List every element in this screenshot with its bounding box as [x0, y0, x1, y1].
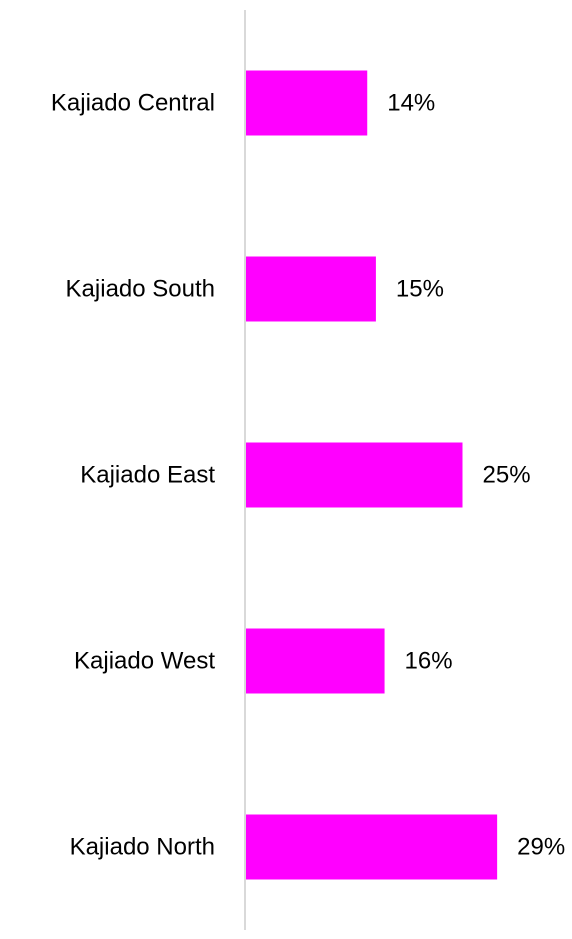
bar	[246, 814, 498, 880]
data-label: 29%	[517, 833, 565, 860]
category-label: Kajiado Central	[51, 89, 215, 116]
data-label: 25%	[483, 461, 531, 488]
category-label: Kajiado North	[70, 833, 215, 860]
category-label: Kajiado South	[66, 275, 215, 302]
bar	[246, 628, 385, 694]
bar	[246, 256, 376, 322]
category-label: Kajiado East	[80, 461, 215, 488]
bar	[246, 70, 368, 136]
data-label: 14%	[387, 89, 435, 116]
data-label: 15%	[396, 275, 444, 302]
bar	[246, 442, 463, 508]
data-label: 16%	[405, 647, 453, 674]
category-label: Kajiado West	[74, 647, 215, 674]
